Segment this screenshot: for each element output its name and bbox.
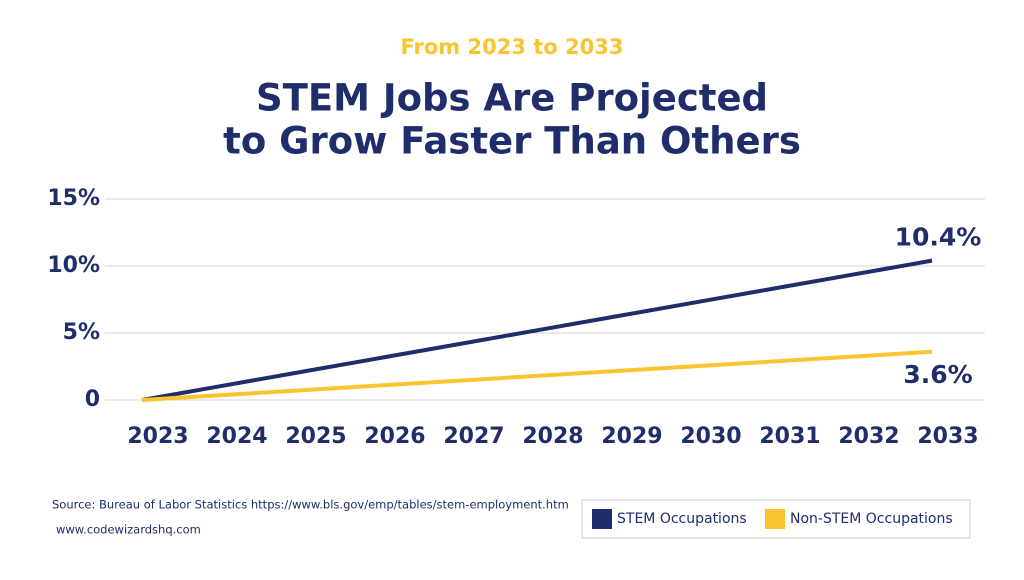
legend-label: Non-STEM Occupations [790,511,953,527]
x-tick-label: 2026 [364,424,425,449]
x-tick-label: 2028 [522,424,583,449]
x-tick-label: 2030 [680,424,741,449]
x-tick-label: 2025 [285,424,346,449]
x-tick-label: 2027 [443,424,504,449]
x-tick-label: 2031 [759,424,820,449]
legend-swatch [765,509,785,529]
series-line [141,258,933,402]
data-label: 3.6% [903,360,972,389]
series-line [141,349,933,402]
chart-title: to Grow Faster Than Others [223,120,801,163]
x-tick-label: 2033 [917,424,978,449]
y-tick-label: 10% [47,253,100,278]
y-tick-label: 5% [63,320,100,345]
x-tick-label: 2023 [127,424,188,449]
chart-subtitle: From 2023 to 2033 [401,35,624,59]
legend-label: STEM Occupations [617,511,747,527]
data-label: 10.4% [895,223,982,252]
x-tick-label: 2029 [601,424,662,449]
legend-swatch [592,509,612,529]
x-tick-label: 2024 [206,424,267,449]
x-tick-label: 2032 [838,424,899,449]
y-tick-label: 15% [47,186,100,211]
website: www.codewizardshq.com [56,523,201,537]
source-note: Source: Bureau of Labor Statistics https… [52,498,569,512]
chart-title: STEM Jobs Are Projected [256,77,768,120]
y-tick-label: 0 [85,387,100,412]
